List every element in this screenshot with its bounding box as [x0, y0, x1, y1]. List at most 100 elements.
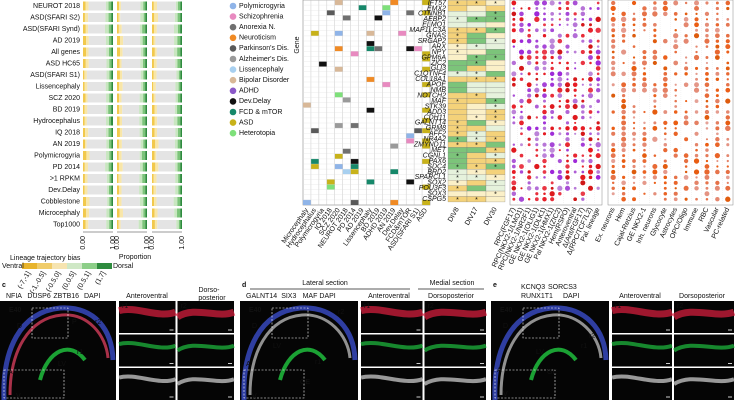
- bar-segment: [119, 105, 123, 114]
- legend-dot: [229, 108, 237, 116]
- dot: [596, 186, 600, 190]
- dot: [589, 23, 592, 27]
- dot: [632, 12, 636, 16]
- dot: [725, 196, 731, 202]
- dot: [527, 170, 531, 174]
- dot: [693, 169, 700, 175]
- dot: [704, 191, 710, 197]
- gene-label: GALNT14: [415, 120, 446, 127]
- dot: [683, 153, 689, 158]
- dot: [705, 186, 709, 190]
- dot: [684, 12, 688, 16]
- dot: [662, 87, 668, 93]
- dot: [611, 50, 615, 54]
- bar-segment: [142, 59, 146, 68]
- dot: [694, 120, 699, 126]
- bar-segment: [86, 151, 90, 160]
- gene-label: C1QTNF4: [414, 71, 446, 78]
- bar-segment: [145, 24, 147, 34]
- dot: [632, 143, 636, 147]
- gene-label: GRM8: [426, 125, 446, 132]
- legend-label: (-7,-1]: [17, 270, 32, 290]
- heat-star: *: [475, 55, 478, 62]
- matrix-cell: [350, 123, 359, 129]
- dot: [550, 12, 555, 16]
- bar-segment: [140, 208, 144, 218]
- bar-segment: [145, 82, 147, 91]
- dot: [663, 66, 668, 71]
- dot: [652, 6, 657, 11]
- dot: [632, 148, 636, 152]
- bar-segment: [108, 24, 112, 34]
- dot: [694, 153, 699, 158]
- dot: [611, 93, 616, 98]
- bar-segment: [145, 128, 147, 137]
- heat-star: *: [475, 115, 478, 122]
- dot: [715, 98, 720, 104]
- matrix-cell: [406, 10, 415, 16]
- dot: [694, 66, 699, 70]
- tile: [424, 368, 486, 400]
- dot: [622, 154, 626, 158]
- dot: [663, 142, 668, 147]
- bar-segment: [145, 185, 147, 195]
- tile-signal: [118, 306, 177, 318]
- panel-letter: e: [493, 282, 497, 289]
- bar-segment: [140, 82, 144, 91]
- bar-segment: [145, 151, 147, 160]
- dot: [705, 77, 709, 82]
- gene-label: SPARCL1: [415, 174, 446, 181]
- dot: [588, 39, 593, 44]
- dot: [566, 50, 569, 54]
- heat-cell: [466, 81, 487, 88]
- heat-cell: [485, 60, 506, 66]
- dot: [683, 38, 689, 44]
- dot: [653, 105, 657, 108]
- dot: [519, 77, 524, 82]
- bar-segment: [121, 93, 140, 103]
- dot: [695, 148, 698, 152]
- dot: [674, 72, 678, 76]
- dot: [632, 56, 636, 59]
- tile: [612, 368, 672, 400]
- bar-segment: [106, 116, 110, 126]
- tile: [177, 334, 234, 367]
- bar-segment: [174, 13, 178, 22]
- matrix-cell: [422, 0, 430, 6]
- bar-segment: [177, 105, 181, 114]
- dot: [535, 55, 539, 60]
- dot: [527, 88, 532, 93]
- heat-star: *: [494, 77, 497, 84]
- heat-star: *: [475, 61, 478, 68]
- dot: [597, 149, 600, 152]
- dot: [632, 164, 636, 169]
- dot: [714, 152, 720, 159]
- bar-segment: [111, 70, 113, 80]
- bar-segment: [83, 185, 85, 195]
- dot: [621, 87, 627, 93]
- bar-segment: [83, 128, 86, 137]
- dot: [663, 0, 668, 6]
- dot: [588, 50, 593, 54]
- matrix-cell: [326, 10, 335, 16]
- bar-segment: [106, 105, 109, 114]
- dot: [622, 39, 626, 43]
- dot: [596, 6, 600, 10]
- bar-segment: [108, 162, 112, 172]
- bar-segment: [117, 59, 120, 68]
- dot: [684, 110, 688, 114]
- bar-segment: [175, 128, 178, 137]
- matrix-cell: [310, 30, 319, 36]
- bar-segment: [152, 82, 154, 91]
- dot: [542, 99, 547, 103]
- dot: [652, 87, 658, 93]
- dot: [534, 186, 539, 191]
- image-annotation: V: [503, 391, 508, 398]
- bar-segment: [121, 174, 140, 183]
- gene-label: SOX2: [427, 180, 446, 187]
- bar-segment: [86, 116, 107, 126]
- gene-label: AEBP2: [422, 16, 446, 23]
- gene-label: MET: [431, 147, 447, 154]
- dot: [519, 17, 524, 22]
- tile-signal: [611, 341, 673, 350]
